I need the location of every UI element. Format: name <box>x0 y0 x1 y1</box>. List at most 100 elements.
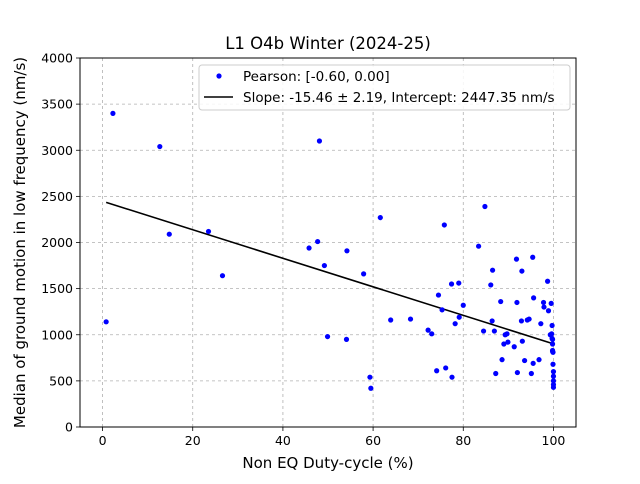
data-point <box>504 331 510 337</box>
data-point <box>103 319 109 325</box>
data-point <box>441 222 447 228</box>
data-point <box>505 339 511 345</box>
data-point <box>321 262 327 269</box>
data-point <box>429 331 435 337</box>
data-point <box>526 316 532 322</box>
data-point <box>489 318 495 324</box>
data-point <box>482 203 488 210</box>
data-point <box>448 281 455 287</box>
data-point <box>550 378 557 384</box>
data-point <box>166 231 172 237</box>
data-point <box>377 214 383 221</box>
data-point <box>324 333 331 340</box>
data-point <box>511 344 517 350</box>
x-tick-label: 60 <box>365 433 381 448</box>
data-point <box>501 341 507 347</box>
chart-title: L1 O4b Winter (2024-25) <box>225 34 431 53</box>
data-point <box>550 361 556 367</box>
data-point <box>443 365 449 371</box>
y-axis-ticks: 0 500 1000 1500 2000 2500 3000 3500 4000 <box>41 51 80 435</box>
data-point <box>488 282 494 288</box>
data-point <box>540 299 547 306</box>
data-point <box>407 316 414 322</box>
data-point <box>550 384 557 390</box>
legend: Pearson: [-0.60, 0.00] Slope: -15.46 ± 2… <box>198 64 571 111</box>
data-point <box>550 373 557 379</box>
x-tick-label: 100 <box>542 433 566 448</box>
data-point <box>544 278 551 284</box>
y-tick-label: 0 <box>65 420 73 435</box>
x-tick-label: 80 <box>455 433 471 448</box>
data-point <box>110 110 116 116</box>
data-point <box>219 273 226 279</box>
y-tick-label: 2500 <box>41 189 73 204</box>
data-point <box>528 370 534 377</box>
data-point <box>157 143 163 150</box>
y-tick-label: 4000 <box>41 51 73 66</box>
x-tick-label: 40 <box>275 433 291 448</box>
data-point <box>545 308 552 314</box>
data-point <box>549 341 556 347</box>
data-point <box>499 357 505 363</box>
data-point <box>514 299 520 306</box>
data-point <box>439 307 445 313</box>
y-tick-label: 3500 <box>41 97 73 112</box>
data-point <box>343 336 350 342</box>
legend-box <box>198 64 571 111</box>
data-point <box>205 228 212 235</box>
data-point <box>367 374 373 380</box>
data-point <box>344 248 350 254</box>
data-point <box>541 304 547 310</box>
data-point <box>548 300 554 306</box>
data-point <box>388 317 394 323</box>
fit-line <box>105 201 554 345</box>
legend-label-pearson: Pearson: [-0.60, 0.00] <box>243 69 390 85</box>
data-point <box>489 267 496 273</box>
data-point <box>316 138 323 144</box>
data-point <box>449 374 455 380</box>
data-point <box>476 243 482 249</box>
data-point <box>498 298 504 305</box>
y-tick-label: 2000 <box>41 235 73 250</box>
data-point <box>368 385 374 391</box>
y-tick-label: 3000 <box>41 143 73 158</box>
data-point <box>456 314 462 320</box>
data-point <box>519 338 525 344</box>
data-point <box>315 238 321 245</box>
data-point <box>530 360 536 366</box>
data-point <box>435 292 442 298</box>
data-point <box>452 321 458 327</box>
data-point <box>531 295 537 301</box>
data-point <box>491 328 497 334</box>
data-point <box>550 369 557 375</box>
data-point <box>306 245 312 251</box>
data-point <box>361 271 367 277</box>
data-point <box>434 368 440 374</box>
data-point <box>538 321 544 327</box>
data-point <box>513 256 520 262</box>
data-point <box>493 370 499 377</box>
data-point <box>518 318 525 324</box>
data-point <box>549 336 556 342</box>
data-point <box>550 349 556 355</box>
data-point <box>530 254 536 260</box>
data-point <box>549 322 555 329</box>
x-axis-ticks: 0 20 40 60 80 100 <box>99 427 566 448</box>
x-tick-label: 0 <box>99 433 107 448</box>
data-point <box>521 357 528 364</box>
y-tick-label: 1000 <box>41 327 73 342</box>
legend-marker-points <box>216 73 222 79</box>
x-axis-label: Non EQ Duty-cycle (%) <box>242 454 413 472</box>
data-point <box>456 280 462 286</box>
data-point <box>536 357 542 363</box>
y-axis-label: Median of ground motion in low frequency… <box>11 57 29 428</box>
data-point <box>460 302 466 308</box>
data-point <box>519 268 525 274</box>
y-tick-label: 500 <box>49 373 73 388</box>
data-point <box>549 331 555 337</box>
fit-line-layer <box>105 201 554 345</box>
x-tick-label: 20 <box>185 433 201 448</box>
data-point <box>480 328 487 334</box>
